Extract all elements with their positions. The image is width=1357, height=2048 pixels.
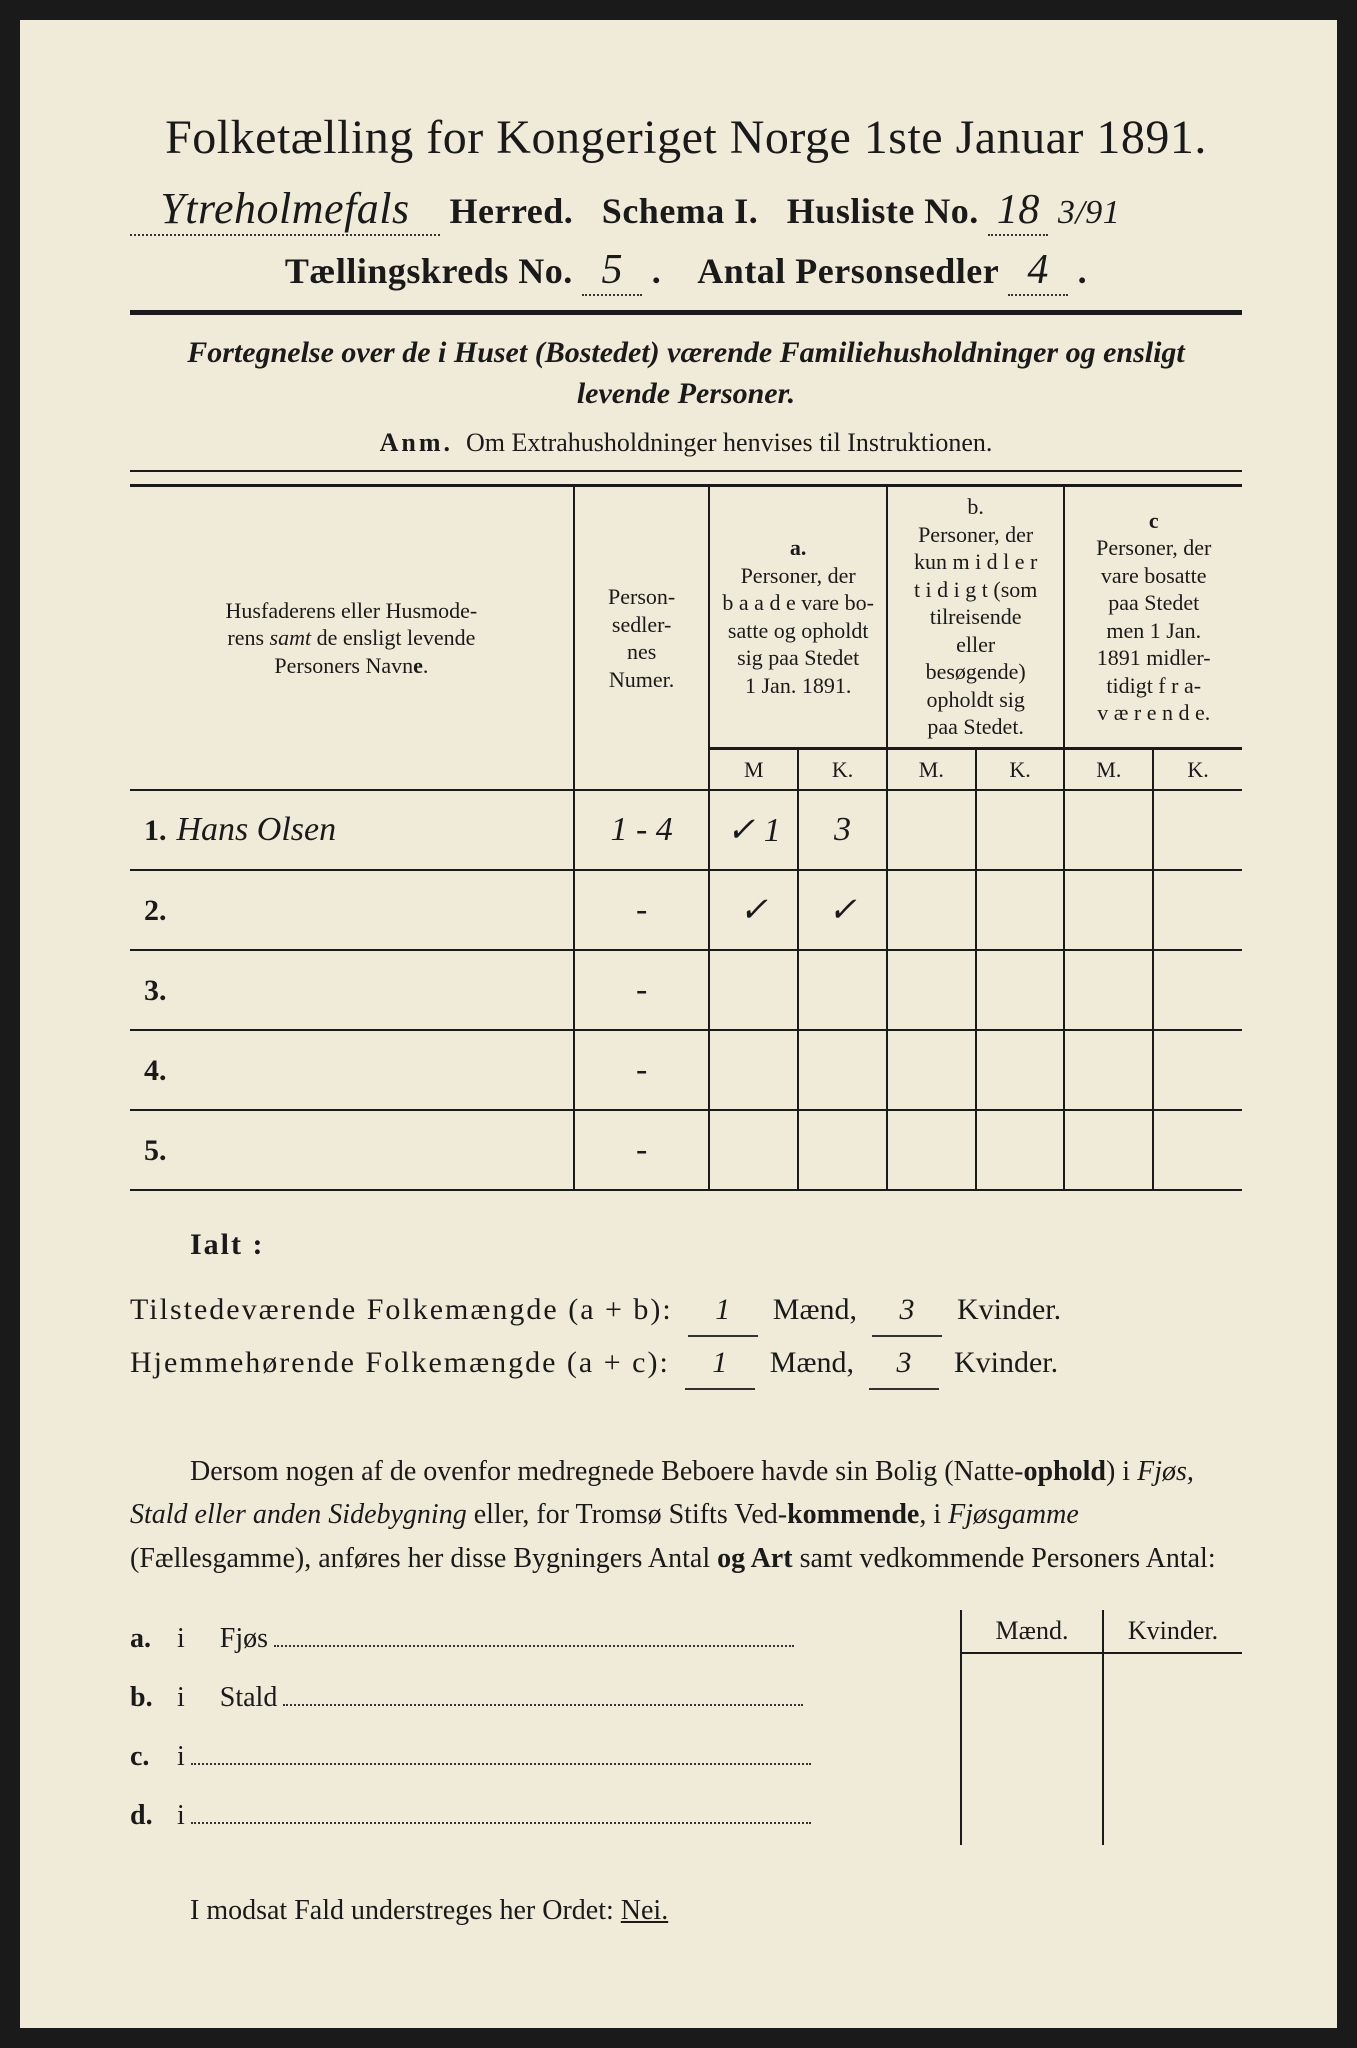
subtitle-line2: levende Personer. [577,377,795,410]
kvinder-label-1: Kvinder. [957,1293,1061,1326]
anm-text: Om Extrahusholdninger henvises til Instr… [466,428,992,457]
table-row: 4. - [130,1030,1242,1110]
footer-line: I modsat Fald understreges her Ordet: Ne… [130,1895,1242,1927]
totals-section: Ialt : Tilstedeværende Folkemængde (a + … [130,1219,1242,1390]
bygninger-list: a. i Fjøs b. i Stald c. i d. i [130,1610,960,1845]
kreds-label: Tællingskreds No. [285,251,573,291]
census-table: Husfaderens eller Husmode-rens samt de e… [130,484,1242,1191]
col-a-k: K. [798,748,887,790]
census-form-page: Folketælling for Kongeriget Norge 1ste J… [20,20,1337,2028]
maend-label-1: Mænd, [773,1293,857,1326]
col-name-header: Husfaderens eller Husmode-rens samt de e… [130,486,574,791]
col-c-k: K. [1153,748,1242,790]
kvinder-label-2: Kvinder. [954,1346,1058,1379]
herred-handwritten: Ytreholmefals [130,183,440,236]
bygn-row-c: c. i [130,1728,940,1787]
anm-prefix: Anm. [380,428,453,457]
col-b-k: K. [976,748,1065,790]
col-a-header: a. Personer, derb a a d e vare bo-satte … [709,486,887,749]
kreds-no: 5 [582,246,642,296]
table-row: 1.Hans Olsen 1 - 4 ✓ 1 3 [130,790,1242,870]
table-row: 2. - ✓ ✓ [130,870,1242,950]
col-b-header: b. Personer, derkun m i d l e rt i d i g… [887,486,1065,749]
schema-label: Schema I. [602,191,759,231]
husliste-frac: 3/91 [1058,194,1120,231]
bygninger-cols: Mænd. Kvinder. [960,1610,1242,1845]
bygn-row-a: a. i Fjøs [130,1610,940,1669]
dersom-paragraph: Dersom nogen af de ovenfor medregnede Be… [130,1450,1242,1580]
anm-note: Anm. Om Extrahusholdninger henvises til … [130,428,1242,458]
col-numer-header: Person-sedler-nesNumer. [574,486,710,791]
hjemme-k: 3 [869,1337,939,1390]
hjemme-m: 1 [685,1337,755,1390]
personsedler-no: 4 [1008,246,1068,296]
subtitle-line1: Fortegnelse over de i Huset (Bostedet) v… [187,336,1185,369]
col-b-m: M. [887,748,976,790]
subtitle: Fortegnelse over de i Huset (Bostedet) v… [130,333,1242,414]
table-row: 5. - [130,1110,1242,1190]
maend-label-2: Mænd, [770,1346,854,1379]
page-title: Folketælling for Kongeriget Norge 1ste J… [130,110,1242,165]
herred-label: Herred. [450,191,574,231]
personsedler-label: Antal Personsedler [697,251,998,291]
header-line-2: Ytreholmefals Herred. Schema I. Husliste… [130,183,1242,236]
ialt-label: Ialt : [190,1219,1242,1270]
tilstede-k: 3 [872,1284,942,1337]
table-row: 3. - [130,950,1242,1030]
footer-text: I modsat Fald understreges her Ordet: [190,1895,614,1926]
husliste-label: Husliste No. [787,191,979,231]
col-a-m: M [709,748,798,790]
col-c-header: c Personer, dervare bosattepaa Stedetmen… [1064,486,1242,749]
bygn-row-b: b. i Stald [130,1669,940,1728]
hjemme-label: Hjemmehørende Folkemængde (a + c): [130,1346,670,1379]
rule-2 [130,470,1242,472]
bygn-col-kvinder: Kvinder. [1102,1610,1242,1845]
header-line-3: Tællingskreds No. 5 . Antal Personsedler… [130,246,1242,296]
table-body: 1.Hans Olsen 1 - 4 ✓ 1 3 2. - ✓ ✓ 3. [130,790,1242,1190]
col-c-m: M. [1064,748,1153,790]
bygn-row-d: d. i [130,1787,940,1846]
bygn-col-maend: Mænd. [962,1610,1102,1845]
footer-nei: Nei. [621,1895,668,1926]
rule-1 [130,310,1242,315]
husliste-no: 18 [988,186,1048,236]
bygninger-section: a. i Fjøs b. i Stald c. i d. i Mænd. Kvi… [130,1610,1242,1845]
tilstede-m: 1 [688,1284,758,1337]
tilstede-label: Tilstedeværende Folkemængde (a + b): [130,1293,673,1326]
